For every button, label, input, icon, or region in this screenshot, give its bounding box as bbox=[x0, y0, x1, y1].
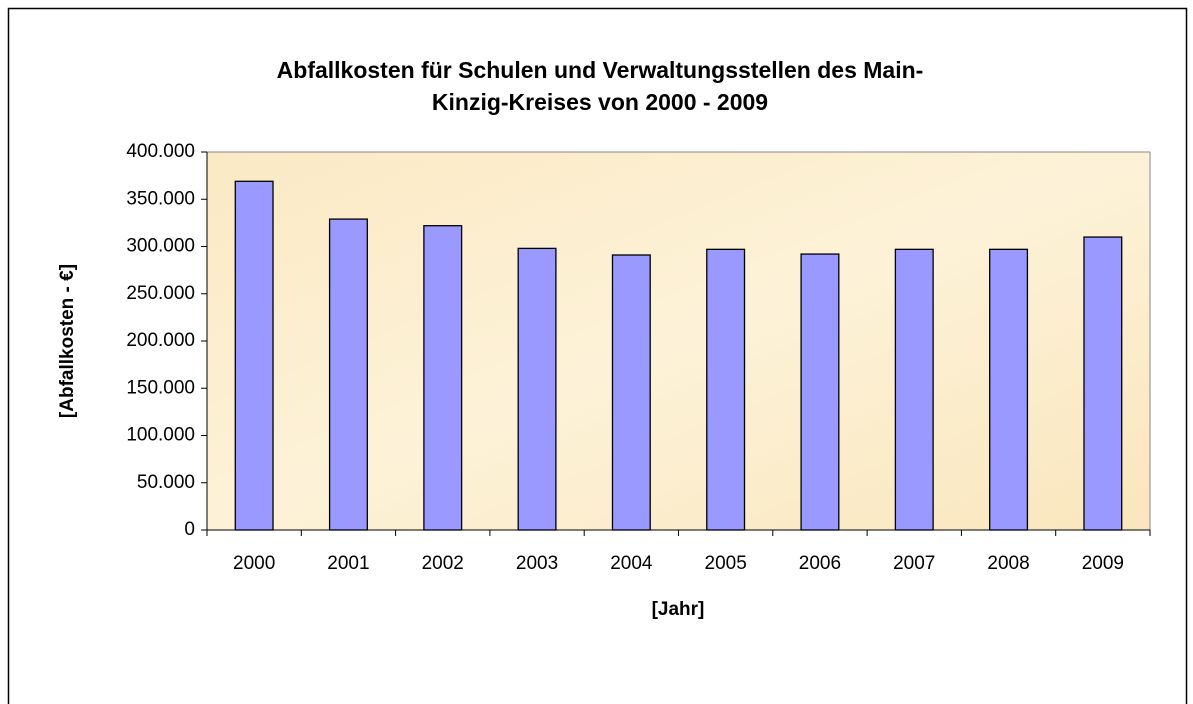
y-axis-title: [Abfallkosten - €] bbox=[57, 264, 78, 418]
bar bbox=[423, 225, 463, 531]
chart-title: Abfallkosten für Schulen und Verwaltungs… bbox=[277, 57, 924, 83]
bar bbox=[1083, 236, 1123, 531]
bar bbox=[517, 247, 557, 531]
y-tick-label: 250.000 bbox=[126, 283, 195, 304]
y-tick-label: 0 bbox=[184, 519, 195, 540]
y-tick-label: 300.000 bbox=[126, 236, 195, 257]
bar bbox=[706, 248, 746, 531]
x-tick-label: 2007 bbox=[893, 553, 935, 574]
y-tick-label: 400.000 bbox=[126, 141, 195, 162]
x-tick-label: 2003 bbox=[516, 553, 558, 574]
bar bbox=[894, 248, 934, 531]
bar bbox=[328, 218, 368, 531]
bar bbox=[234, 180, 274, 531]
y-tick-label: 350.000 bbox=[126, 188, 195, 209]
x-tick-label: 2000 bbox=[233, 553, 275, 574]
y-tick-label: 200.000 bbox=[126, 330, 195, 351]
x-tick-label: 2008 bbox=[987, 553, 1029, 574]
x-axis-title: [Jahr] bbox=[652, 599, 705, 620]
y-tick-label: 100.000 bbox=[126, 425, 195, 446]
x-tick-label: 2001 bbox=[327, 553, 369, 574]
x-tick-label: 2009 bbox=[1082, 553, 1124, 574]
y-tick-label: 150.000 bbox=[126, 377, 195, 398]
x-tick-label: 2005 bbox=[705, 553, 747, 574]
x-tick-label: 2006 bbox=[799, 553, 841, 574]
bar bbox=[800, 253, 840, 531]
x-tick-label: 2002 bbox=[422, 553, 464, 574]
bar bbox=[611, 254, 651, 531]
bar bbox=[989, 248, 1029, 531]
x-tick-label: 2004 bbox=[610, 553, 653, 574]
chart-title: Kinzig-Kreises von 2000 - 2009 bbox=[432, 89, 768, 115]
y-tick-label: 50.000 bbox=[137, 472, 195, 493]
